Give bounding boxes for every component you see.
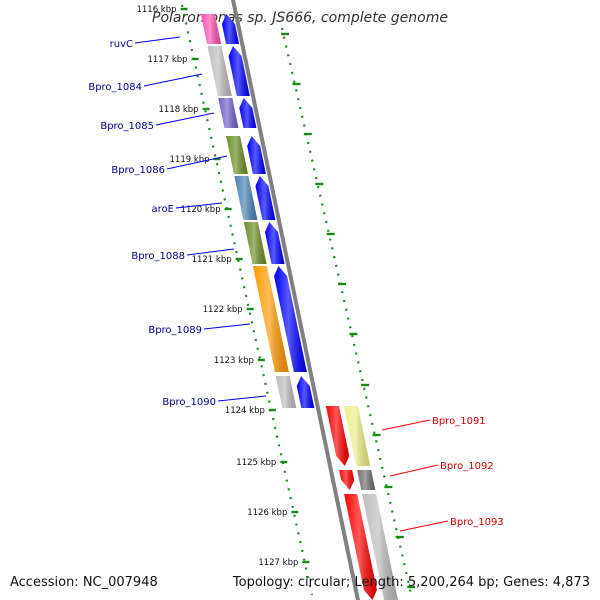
gene-labels: ruvC Bpro_1084 Bpro_1085 Bpro_1086 aroE Bpro_… — [88, 36, 504, 532]
tick-label: 1123 kbp — [214, 356, 254, 366]
gene-bar-Bpro_1088-shade — [243, 222, 267, 264]
tick-marks: 1116 kbp 1117 kbp 1118 kbp 1119 kbp 1120 kbp… — [136, 5, 416, 589]
gene-arrow-Bpro_1086-shade — [247, 136, 266, 174]
gene-bar-Bpro_1085-shade — [218, 98, 239, 128]
gene-label-Bpro_1091: Bpro_1091 — [432, 416, 486, 427]
label-leader-Bpro_1089 — [203, 323, 251, 330]
genome-backbone-line — [230, 0, 361, 600]
tick-label: 1119 kbp — [170, 155, 210, 165]
label-leader-Bpro_1084 — [143, 73, 203, 87]
gene-arrow-Bpro_1084-shade — [228, 46, 250, 96]
tick-label: 1126 kbp — [247, 508, 287, 518]
gene-label-Bpro_1086: Bpro_1086 — [111, 165, 165, 176]
gene-arrow-Bpro_1092-shade — [339, 470, 355, 490]
right-tick-track — [280, 27, 414, 599]
gene-arrow-Bpro_1091-shade — [325, 406, 350, 466]
gene-bar-Bpro_1092-shade — [357, 470, 376, 490]
gene-label-aroE: aroE — [152, 204, 174, 215]
gene-arrow-Bpro_1085-shade — [239, 98, 257, 128]
gene-features — [200, 14, 398, 600]
tick-label: 1125 kbp — [236, 458, 276, 468]
gene-arrow-Bpro_1089-shade — [274, 266, 307, 372]
gene-label-Bpro_1085: Bpro_1085 — [100, 121, 154, 132]
tick-label: 1117 kbp — [147, 55, 187, 65]
tick-label: 1121 kbp — [192, 255, 232, 265]
gene-label-Bpro_1092: Bpro_1092 — [440, 461, 494, 472]
gene-bar-Bpro_1091-shade — [343, 406, 371, 466]
gene-bar-Bpro_1090-shade — [275, 376, 297, 408]
gene-label-Bpro_1090: Bpro_1090 — [162, 397, 216, 408]
tick-label: 1116 kbp — [136, 5, 176, 15]
tick-label: 1127 kbp — [258, 558, 298, 568]
gene-arrow-Bpro_1090-shade — [296, 376, 315, 408]
gene-bar-aroE-shade — [234, 176, 258, 220]
gene-bar-Bpro_1086-shade — [226, 136, 248, 174]
tick-dot-tracks — [180, 4, 414, 599]
left-tick-track — [180, 4, 314, 596]
label-leader-Bpro_1086 — [166, 155, 228, 170]
backbone — [230, 0, 361, 600]
label-leader-aroE — [175, 202, 223, 209]
gene-label-ruvC: ruvC — [110, 39, 133, 50]
gene-label-Bpro_1093: Bpro_1093 — [450, 517, 504, 528]
label-leader-Bpro_1090 — [217, 395, 267, 402]
gene-arrow-Bpro_1093-shade — [344, 494, 377, 600]
tick-label: 1118 kbp — [159, 105, 199, 115]
topology-text: Topology: circular; Length: 5,200,264 bp… — [232, 575, 590, 590]
label-leader-Bpro_1091 — [381, 419, 431, 431]
tick-label: 1122 kbp — [203, 305, 243, 315]
gene-label-Bpro_1089: Bpro_1089 — [148, 325, 202, 336]
gene-label-Bpro_1088: Bpro_1088 — [131, 251, 185, 262]
gene-bar-ruvC-shade — [200, 14, 222, 44]
label-leader-Bpro_1088 — [186, 248, 235, 256]
gene-arrow-ruvC-shade — [221, 14, 240, 44]
label-leader-Bpro_1092 — [389, 464, 439, 477]
gene-arrow-aroE-shade — [255, 176, 276, 220]
label-leader-Bpro_1093 — [399, 520, 449, 532]
accession-text: Accession: NC_007948 — [10, 575, 158, 590]
label-leader-Bpro_1085 — [155, 112, 215, 126]
gene-bar-Bpro_1084-shade — [207, 46, 232, 96]
label-leader-ruvC — [134, 36, 181, 44]
gene-bar-Bpro_1089-shade — [252, 266, 289, 372]
tick-label: 1124 kbp — [225, 406, 265, 416]
tick-label: 1120 kbp — [181, 205, 221, 215]
gene-label-Bpro_1084: Bpro_1084 — [88, 82, 142, 93]
gene-arrow-Bpro_1088-shade — [264, 222, 285, 264]
gene-bar-Bpro_1093-shade — [362, 494, 398, 600]
